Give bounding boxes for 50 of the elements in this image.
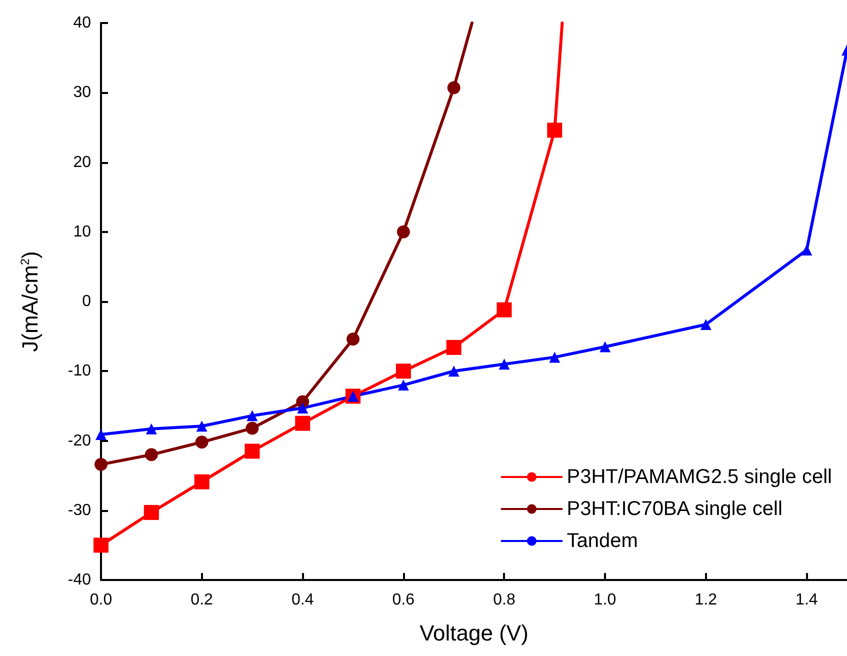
x-tick-label: 1.0 bbox=[594, 592, 616, 608]
point bbox=[246, 410, 258, 422]
point bbox=[700, 318, 712, 330]
point bbox=[196, 420, 208, 432]
point bbox=[295, 416, 310, 431]
y-tick-label: 40 bbox=[73, 14, 92, 32]
point bbox=[96, 428, 106, 440]
y-tick-label: 10 bbox=[73, 223, 92, 240]
x-axis-title: Voltage (V) bbox=[420, 620, 528, 646]
point bbox=[448, 366, 460, 377]
point bbox=[346, 332, 360, 346]
x-tick-label: 1.4 bbox=[796, 592, 818, 608]
point bbox=[600, 341, 611, 352]
y-tick-label: -40 bbox=[68, 572, 92, 588]
x-tick-label: 1.2 bbox=[694, 592, 718, 608]
point bbox=[396, 364, 411, 379]
x-tick-label: 0.8 bbox=[493, 592, 516, 608]
point bbox=[496, 302, 512, 318]
point bbox=[498, 358, 510, 370]
point bbox=[146, 423, 157, 434]
x-tick-label: 0.0 bbox=[90, 592, 112, 608]
point bbox=[447, 81, 460, 94]
point bbox=[246, 422, 259, 435]
point bbox=[244, 444, 260, 459]
point bbox=[94, 458, 108, 471]
point bbox=[396, 225, 410, 238]
point bbox=[549, 352, 560, 363]
legend-label: P3HT/PAMAMG2.5 single cell bbox=[566, 466, 832, 488]
point bbox=[144, 448, 158, 462]
y-tick-label: -30 bbox=[68, 502, 92, 519]
x-tick-label: 0.6 bbox=[392, 592, 415, 608]
x-tick-label: 0.2 bbox=[190, 592, 214, 608]
point bbox=[446, 340, 462, 355]
point bbox=[801, 244, 812, 256]
x-tick-label: 0.4 bbox=[291, 592, 314, 608]
point bbox=[194, 474, 210, 490]
y-axis-title: J(mA/cm2) bbox=[18, 251, 42, 352]
y-tick-label: 0 bbox=[82, 293, 92, 310]
point bbox=[398, 380, 409, 391]
point bbox=[144, 504, 159, 520]
legend-label: P3HT:IC70BA single cell bbox=[566, 498, 782, 520]
legend-label: Tandem bbox=[566, 530, 638, 552]
point bbox=[547, 122, 562, 138]
y-tick-label: 20 bbox=[73, 154, 92, 171]
point bbox=[195, 436, 208, 449]
y-tick-label: -20 bbox=[68, 432, 92, 450]
point bbox=[94, 538, 108, 553]
point bbox=[297, 402, 308, 414]
y-tick-label: -10 bbox=[68, 362, 92, 380]
y-tick-label: 30 bbox=[73, 84, 92, 102]
